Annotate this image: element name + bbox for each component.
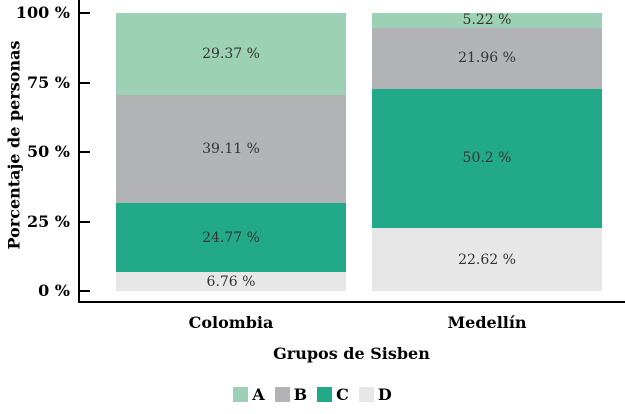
y-tick	[80, 290, 90, 292]
segment-d: 6.76 %	[116, 272, 346, 291]
segment-label: 50.2 %	[462, 150, 512, 167]
segment-c: 24.77 %	[116, 203, 346, 273]
legend-item-c: C	[317, 385, 349, 404]
y-tick-label: 75 %	[26, 72, 70, 92]
legend-item-d: D	[358, 385, 392, 404]
x-axis-title: Grupos de Sisben	[273, 344, 430, 363]
y-tick-label: 25 %	[26, 211, 70, 231]
segment-label: 24.77 %	[202, 229, 260, 246]
bar-medellin: 5.22 % 21.96 % 50.2 % 22.62 %	[372, 13, 602, 291]
legend-swatch-c	[317, 387, 333, 402]
y-tick-label: 100 %	[15, 3, 70, 22]
legend-label: B	[293, 385, 308, 404]
segment-label: 5.22 %	[462, 12, 512, 29]
segment-b: 39.11 %	[116, 94, 346, 204]
x-category-label: Colombia	[188, 313, 274, 332]
plot-panel	[78, 0, 625, 303]
y-tick-label: 50 %	[26, 142, 70, 161]
segment-b: 21.96 %	[372, 27, 602, 89]
segment-label: 39.11 %	[202, 141, 260, 157]
segment-label: 6.76 %	[206, 273, 256, 290]
y-tick-label: 0 %	[38, 281, 70, 300]
y-tick	[80, 12, 90, 14]
legend-item-b: B	[274, 385, 308, 404]
y-tick	[80, 220, 90, 223]
legend: A B C D	[0, 385, 625, 404]
x-category-label: Medellín	[447, 313, 527, 332]
legend-item-a: A	[233, 385, 265, 404]
segment-label: 21.96 %	[458, 50, 516, 67]
legend-label: C	[336, 385, 349, 404]
legend-label: A	[252, 385, 265, 404]
segment-a: 29.37 %	[116, 13, 346, 95]
legend-label: D	[377, 385, 392, 404]
legend-swatch-b	[274, 387, 290, 402]
legend-swatch-a	[233, 387, 249, 402]
y-tick	[80, 81, 90, 84]
segment-a: 5.22 %	[372, 13, 602, 28]
segment-label: 22.62 %	[458, 251, 516, 268]
y-tick	[80, 151, 90, 153]
segment-c: 50.2 %	[372, 88, 602, 229]
segment-d: 22.62 %	[372, 228, 602, 291]
bar-colombia: 29.37 % 39.11 % 24.77 % 6.76 %	[116, 13, 346, 291]
legend-swatch-d	[358, 387, 374, 402]
segment-label: 29.37 %	[202, 45, 260, 62]
